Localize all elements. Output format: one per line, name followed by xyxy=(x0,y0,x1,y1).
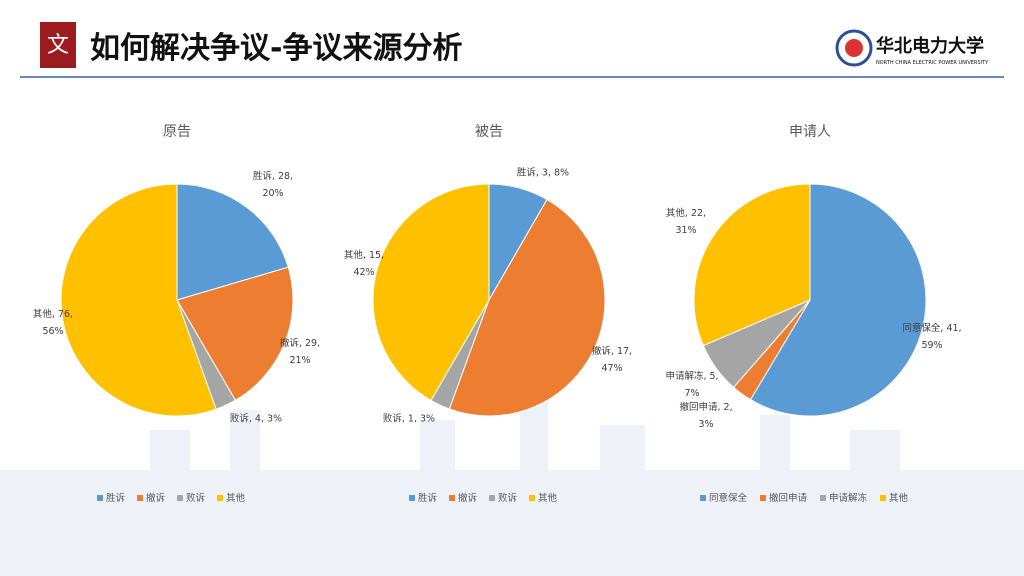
legend-swatch xyxy=(449,495,455,501)
legend-label: 胜诉 xyxy=(418,492,438,504)
data-label: 其他, 22, 31% xyxy=(665,208,707,236)
legend-label: 撤诉 xyxy=(146,492,166,504)
legend-swatch xyxy=(820,495,826,501)
legend-swatch xyxy=(529,495,535,501)
legend-label: 败诉 xyxy=(498,492,518,504)
skyline xyxy=(0,400,1024,576)
legend-swatch xyxy=(137,495,143,501)
pie-slice xyxy=(749,183,927,417)
data-label: 其他, 15, 42% xyxy=(343,250,385,278)
data-label: 胜诉, 28, 20% xyxy=(252,171,294,199)
legend-label: 其他 xyxy=(226,492,246,504)
data-label: 同意保全, 41, 59% xyxy=(902,323,962,351)
chart-title: 申请人 xyxy=(789,124,831,140)
legend-swatch xyxy=(760,495,766,501)
pie-slice xyxy=(176,183,289,301)
legend-label: 撤诉 xyxy=(458,492,478,504)
data-label: 败诉, 4, 3% xyxy=(229,413,283,425)
pie-slice xyxy=(448,198,606,417)
legend-label: 申请解冻 xyxy=(829,492,868,504)
header-icon xyxy=(40,22,76,68)
legend-swatch xyxy=(489,495,495,501)
legend-label: 同意保全 xyxy=(709,492,748,504)
chart-title: 被告 xyxy=(475,124,503,140)
logo-core xyxy=(845,39,863,57)
logo-subtext: NORTH CHINA ELECTRIC POWER UNIVERSITY xyxy=(876,60,989,66)
pie-slice xyxy=(60,183,217,417)
data-label: 胜诉, 3, 8% xyxy=(516,167,570,179)
legend-label: 撤回申请 xyxy=(769,492,808,504)
legend-swatch xyxy=(217,495,223,501)
legend-swatch xyxy=(409,495,415,501)
pie-slice xyxy=(176,266,294,401)
pie-slice xyxy=(372,183,490,402)
legend-label: 其他 xyxy=(538,492,558,504)
legend-swatch xyxy=(177,495,183,501)
slide-title: 如何解决争议-争议来源分析 xyxy=(90,31,462,66)
legend-swatch xyxy=(880,495,886,501)
legend-label: 胜诉 xyxy=(106,492,126,504)
data-label: 申请解冻, 5, 7% xyxy=(665,371,719,399)
legend-label: 败诉 xyxy=(186,492,206,504)
icon-text: 文 xyxy=(47,33,69,58)
data-label: 撤诉, 29, 21% xyxy=(279,338,321,366)
legend-label: 其他 xyxy=(889,492,909,504)
data-label: 撤回申请, 2, 3% xyxy=(679,402,733,430)
data-label: 其他, 76, 56% xyxy=(32,309,74,337)
pie-slice xyxy=(693,183,811,347)
legend-swatch xyxy=(700,495,706,501)
legend-swatch xyxy=(97,495,103,501)
chart-title: 原告 xyxy=(163,124,191,140)
data-label: 撤诉, 17, 47% xyxy=(591,346,633,374)
data-label: 败诉, 1, 3% xyxy=(382,413,436,425)
logo-text: 华北电力大学 xyxy=(876,35,984,57)
